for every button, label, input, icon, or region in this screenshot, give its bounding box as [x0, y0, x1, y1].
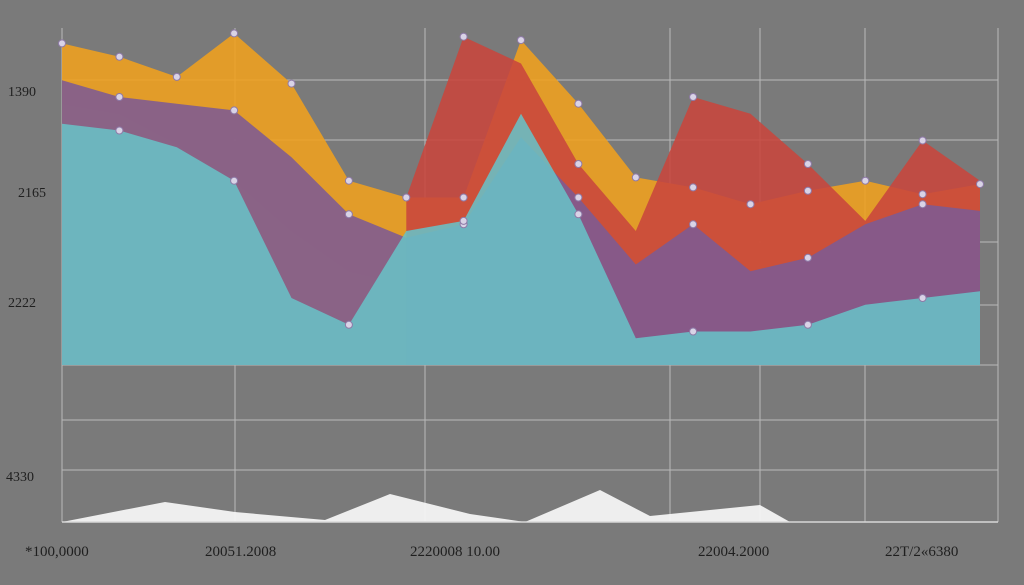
- data-point: [689, 93, 698, 101]
- data-point: [402, 193, 411, 202]
- data-point: [115, 126, 124, 135]
- data-point: [344, 176, 353, 185]
- x-tick-label: 22004.2000: [698, 544, 769, 560]
- data-point: [689, 183, 698, 192]
- data-point: [689, 220, 698, 229]
- data-point: [459, 193, 468, 202]
- y-tick-label: 4330: [6, 470, 34, 485]
- data-point: [918, 200, 927, 209]
- x-tick-label: *100,0000: [25, 544, 89, 560]
- data-point: [230, 106, 239, 115]
- data-point: [976, 180, 984, 189]
- y-tick-label: 2165: [18, 186, 46, 201]
- series-areas: [62, 33, 980, 366]
- data-point: [574, 99, 583, 108]
- data-point: [803, 160, 812, 168]
- data-point: [172, 72, 181, 81]
- data-point: [631, 173, 640, 182]
- data-point: [230, 176, 239, 185]
- data-point: [115, 93, 124, 101]
- x-tick-label: 22T/2«6380: [885, 544, 958, 560]
- data-point: [918, 294, 927, 302]
- data-point: [287, 79, 296, 88]
- data-point: [459, 32, 468, 41]
- data-point: [918, 136, 927, 145]
- data-point: [803, 186, 812, 195]
- data-point: [517, 36, 525, 45]
- y-tick-label: 1390: [8, 85, 36, 100]
- data-point: [803, 253, 812, 262]
- data-point: [746, 200, 755, 209]
- data-point: [861, 176, 870, 185]
- data-point: [344, 320, 353, 329]
- data-point: [115, 52, 124, 61]
- y-tick-label: 2222: [8, 296, 36, 311]
- data-point: [689, 327, 698, 336]
- data-point: [918, 190, 927, 199]
- series-points: [58, 29, 984, 336]
- data-point: [574, 160, 583, 168]
- data-point: [230, 29, 239, 38]
- data-point: [574, 193, 583, 202]
- data-point: [344, 210, 353, 219]
- data-point: [459, 216, 468, 225]
- x-tick-label: 2220008 10.00: [410, 544, 500, 560]
- series-area: [62, 113, 980, 365]
- data-point: [574, 210, 583, 219]
- data-point: [803, 320, 812, 329]
- data-point: [58, 39, 66, 48]
- x-tick-label: 20051.2008: [205, 544, 276, 560]
- baseline-ridges: [62, 490, 998, 523]
- baseline-ridge: [62, 490, 790, 522]
